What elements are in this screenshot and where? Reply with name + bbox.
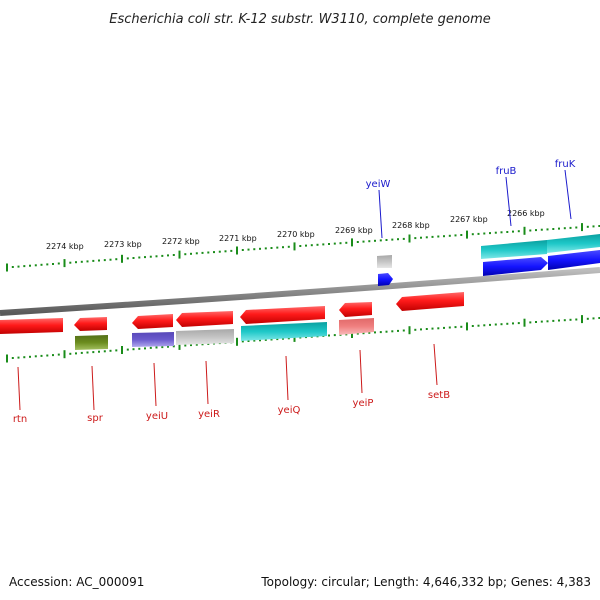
- leader-yeiP: [359, 349, 363, 394]
- leader-yeiR: [205, 360, 209, 405]
- gene-label-yeiU[interactable]: yeiU: [146, 411, 168, 422]
- gene-label-setB[interactable]: setB: [428, 390, 450, 401]
- reverse-genes: [0, 292, 464, 350]
- bottom-gene-labels: rtn spr yeiU yeiR yeiQ yeiP setB: [13, 390, 450, 425]
- top-gene-labels: yeiW fruB fruK: [366, 159, 576, 190]
- gene-label-yeiQ[interactable]: yeiQ: [278, 405, 301, 416]
- gene-spr[interactable]: [74, 317, 107, 331]
- gene-label-yeiP[interactable]: yeiP: [353, 398, 374, 409]
- scale-label: 2268 kbp: [392, 221, 430, 230]
- gene-yeiR-domain[interactable]: [176, 329, 234, 345]
- gene-spr-domain[interactable]: [75, 335, 108, 350]
- scale-label: 2272 kbp: [162, 237, 200, 246]
- leader-yeiW: [378, 189, 383, 239]
- leader-fruK: [564, 169, 572, 220]
- leader-setB: [433, 343, 438, 386]
- gene-setB[interactable]: [396, 292, 464, 311]
- gene-label-fruK[interactable]: fruK: [555, 159, 576, 170]
- leader-rtn: [17, 366, 21, 411]
- scale-label: 2269 kbp: [335, 226, 373, 235]
- scale-label: 2273 kbp: [104, 240, 142, 249]
- leader-yeiU: [153, 362, 157, 407]
- leader-fruB: [505, 176, 512, 227]
- lower-scale-ticks: [6, 315, 600, 363]
- genome-backbone: [0, 267, 600, 316]
- gene-label-rtn[interactable]: rtn: [13, 414, 27, 425]
- accession-text: Accession: AC_000091: [9, 575, 144, 589]
- forward-genes: [377, 234, 600, 286]
- gene-fruK-upper[interactable]: [547, 234, 600, 253]
- gene-label-spr[interactable]: spr: [87, 413, 104, 424]
- leader-lines: [17, 169, 572, 411]
- scale-label: 2270 kbp: [277, 230, 315, 239]
- gene-label-fruB[interactable]: fruB: [496, 166, 517, 177]
- gene-yeiR[interactable]: [176, 311, 233, 327]
- scale-label: 2271 kbp: [219, 234, 257, 243]
- leader-yeiQ: [285, 355, 289, 401]
- scale-label: 2267 kbp: [450, 215, 488, 224]
- scale-label: 2266 kbp: [507, 209, 545, 218]
- gene-label-yeiR[interactable]: yeiR: [198, 409, 220, 420]
- gene-yeiW-small[interactable]: [377, 255, 392, 268]
- leader-spr: [91, 365, 95, 411]
- gene-yeiU-domain[interactable]: [132, 332, 174, 347]
- scale-labels: 2274 kbp 2273 kbp 2272 kbp 2271 kbp 2270…: [46, 209, 545, 251]
- gene-rtn[interactable]: [0, 318, 63, 334]
- gene-fruK[interactable]: [548, 250, 600, 270]
- gene-yeiP-domain[interactable]: [339, 318, 374, 335]
- upper-scale-ticks: [6, 223, 600, 272]
- gene-fruB[interactable]: [483, 257, 548, 276]
- gene-yeiW-arrow[interactable]: [378, 273, 393, 286]
- gene-yeiP[interactable]: [339, 302, 372, 317]
- gene-yeiQ[interactable]: [240, 306, 325, 324]
- gene-fruB-upper[interactable]: [481, 240, 547, 259]
- genome-summary-text: Topology: circular; Length: 4,646,332 bp…: [260, 575, 591, 589]
- gene-label-yeiW[interactable]: yeiW: [366, 179, 391, 190]
- gene-yeiU[interactable]: [132, 314, 173, 329]
- map-title: Escherichia coli str. K-12 substr. W3110…: [109, 12, 490, 27]
- scale-label: 2274 kbp: [46, 242, 84, 251]
- gene-yeiQ-domain[interactable]: [241, 322, 327, 341]
